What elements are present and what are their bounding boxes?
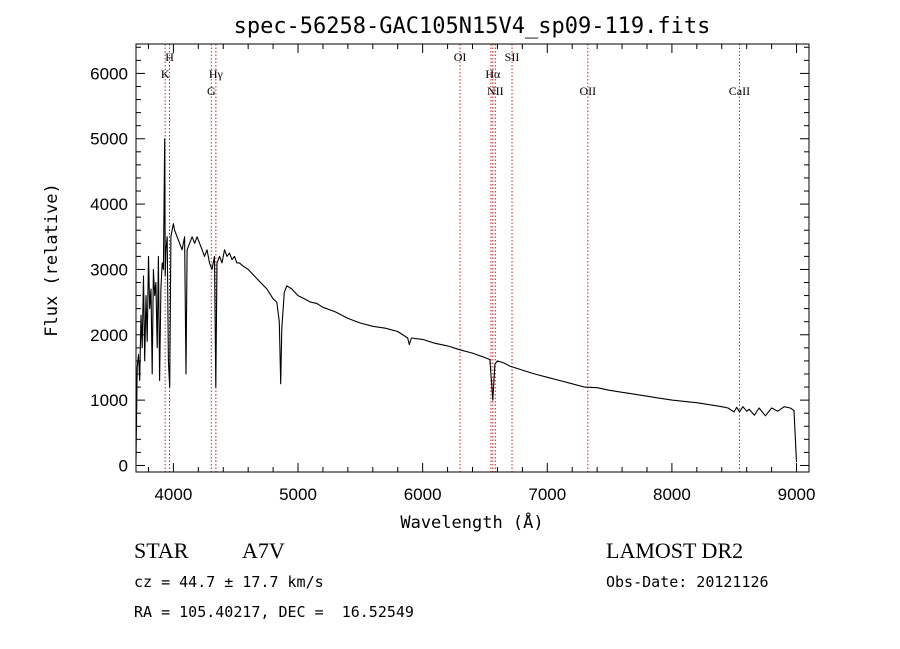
y-tick-label: 6000 (90, 64, 128, 83)
spectral-line-label: CaII (729, 84, 750, 98)
observation-date: Obs-Date: 20121126 (606, 573, 769, 591)
coordinates: RA = 105.40217, DEC = 16.52549 (134, 603, 414, 621)
x-axis-label: Wavelength (Å) (400, 511, 543, 533)
spectral-line-label: Hγ (209, 67, 224, 81)
y-axis-label: Flux (relative) (42, 183, 62, 337)
spectral-line-markers: KH G Hγ OI Hα NII SII OII CaII (161, 44, 750, 472)
spectral-line-label: K (161, 67, 170, 81)
redshift-velocity: cz = 44.7 ± 17.7 km/s (134, 573, 324, 591)
x-tick-label: 5000 (279, 485, 317, 504)
survey-name: LAMOST DR2 (606, 538, 744, 563)
x-tick-label: 9000 (778, 485, 816, 504)
plot-frame (135, 43, 810, 473)
spectral-line-label: NII (487, 84, 504, 98)
object-class: STAR (134, 538, 189, 563)
x-tick-label: 4000 (154, 485, 192, 504)
spectral-line-label: OII (579, 84, 596, 98)
spectral-line-label: G (207, 84, 216, 98)
axis-ticks: 4000 5000 6000 7000 8000 9000 0 1000 2000 3000 400… (90, 44, 815, 504)
spectral-line-label: OI (454, 50, 467, 64)
x-tick-label: 8000 (653, 485, 691, 504)
y-tick-label: 0 (119, 456, 128, 475)
y-tick-label: 1000 (90, 391, 128, 410)
subclass: A7V (242, 538, 285, 563)
x-tick-label: 6000 (404, 485, 442, 504)
chart-title: spec-56258-GAC105N15V4_sp09-119.fits (234, 14, 711, 39)
spectral-line-label: SII (505, 50, 520, 64)
y-tick-label: 3000 (90, 260, 128, 279)
spectral-line-label: H (165, 50, 174, 64)
spectral-line-label: Hα (485, 67, 501, 81)
y-tick-label: 2000 (90, 326, 128, 345)
y-tick-label: 4000 (90, 195, 128, 214)
spectrum-line (135, 138, 798, 463)
y-tick-label: 5000 (90, 130, 128, 149)
x-tick-label: 7000 (528, 485, 566, 504)
